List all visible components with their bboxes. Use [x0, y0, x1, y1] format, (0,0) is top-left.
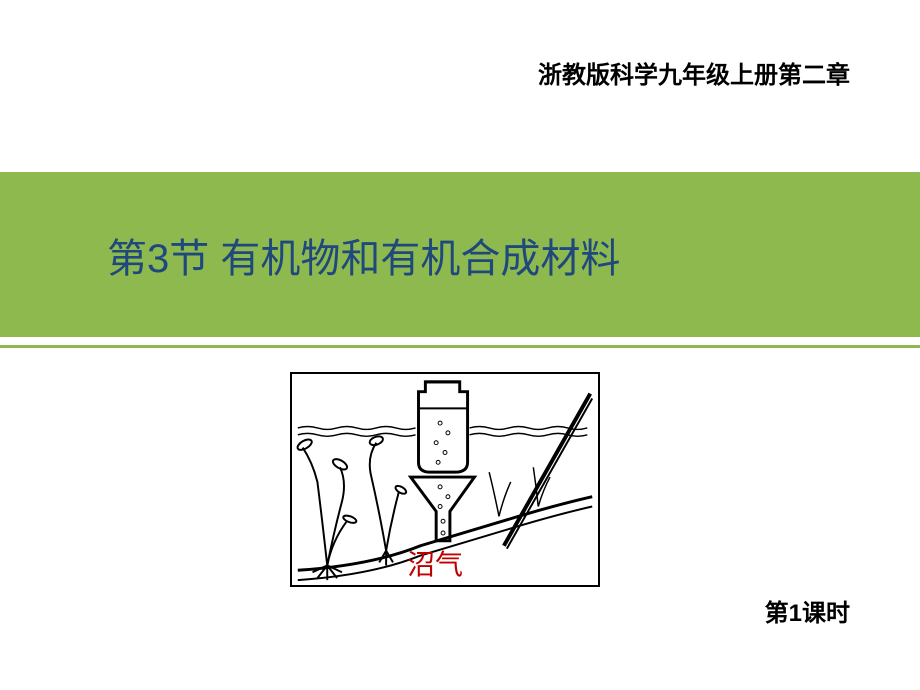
- diagram-label: 沼气: [407, 543, 463, 583]
- banner-underline: [0, 345, 920, 348]
- main-title: 第3节 有机物和有机合成材料: [107, 226, 620, 284]
- lesson-number: 第1课时: [765, 593, 850, 628]
- header-subtitle: 浙教版科学九年级上册第二章: [538, 55, 850, 90]
- title-banner: 第3节 有机物和有机合成材料: [0, 172, 920, 337]
